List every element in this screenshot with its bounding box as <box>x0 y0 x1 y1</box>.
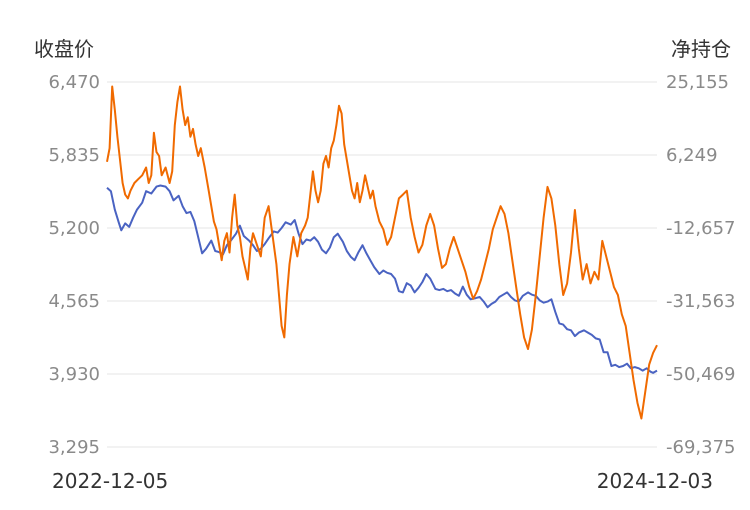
right-axis-ticks: 25,155 6,249 -12,657 -31,563 -50,469 -69,375 <box>666 72 735 458</box>
left-axis-ticks: 6,470 5,835 5,200 4,565 3,930 3,295 <box>48 72 100 458</box>
left-tick-label: 4,565 <box>48 291 100 312</box>
right-tick-label: -69,375 <box>666 437 735 458</box>
right-tick-label: 6,249 <box>666 145 718 166</box>
x-end-label: 2024-12-03 <box>597 469 713 493</box>
left-tick-label: 3,930 <box>48 364 100 385</box>
left-tick-label: 3,295 <box>48 437 100 458</box>
close-price-line <box>106 184 658 374</box>
right-tick-label: -50,469 <box>666 364 735 385</box>
right-tick-label: -12,657 <box>666 218 735 239</box>
left-tick-label: 5,200 <box>48 218 100 239</box>
left-axis-title: 收盘价 <box>34 37 94 61</box>
right-axis-title: 净持仓 <box>671 37 731 61</box>
left-tick-label: 6,470 <box>48 72 100 93</box>
series-lines <box>106 85 658 420</box>
net-position-line <box>106 85 658 420</box>
left-tick-label: 5,835 <box>48 145 100 166</box>
right-tick-label: -31,563 <box>666 291 735 312</box>
x-start-label: 2022-12-05 <box>52 469 168 493</box>
right-tick-label: 25,155 <box>666 72 729 93</box>
